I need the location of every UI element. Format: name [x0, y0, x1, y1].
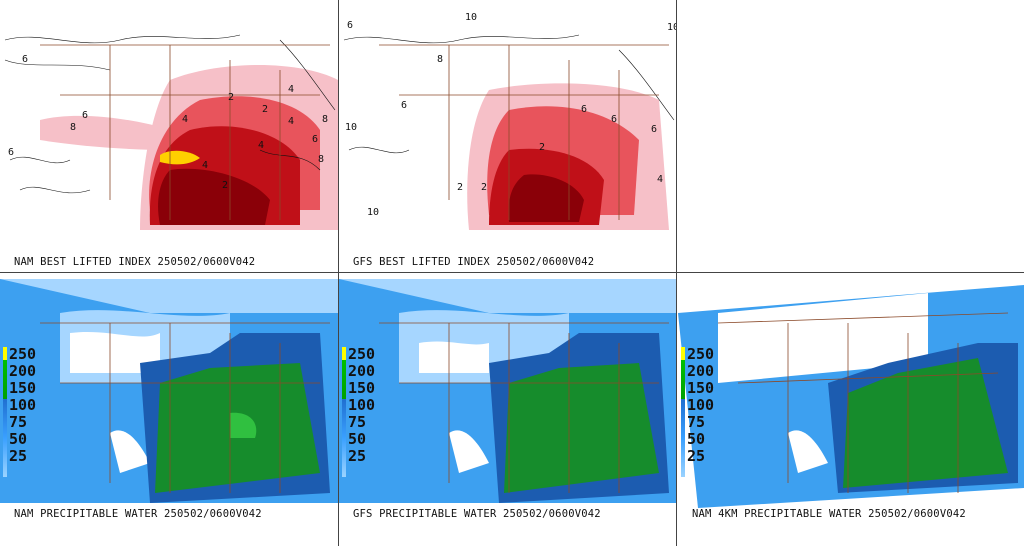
contour-label: 4	[288, 84, 294, 95]
contour-label: 2	[481, 182, 487, 193]
legend-label: 100	[9, 396, 37, 414]
nam-li-caption: NAM BEST LIFTED INDEX 250502/0600V042	[14, 256, 256, 268]
contour-label: 8	[437, 54, 443, 65]
legend-label: 200	[687, 362, 715, 380]
nam-pw-map	[0, 279, 338, 503]
legend-label: 25	[687, 447, 706, 465]
gfs-pw-map	[339, 279, 677, 503]
legend-label: 150	[9, 379, 37, 397]
gfs-pw-panel: 250 200 150 100 75 50 25 GFS PRECIPITABL…	[339, 273, 677, 546]
contour-label: 4	[288, 116, 294, 127]
legend-label: 50	[687, 430, 706, 448]
legend-label: 75	[348, 413, 367, 431]
legend-label: 75	[687, 413, 706, 431]
legend-label: 100	[348, 396, 376, 414]
contour-label: 4	[657, 174, 663, 185]
contour-label: 4	[258, 140, 264, 151]
nam4k-pw-caption: NAM 4KM PRECIPITABLE WATER 250502/0600V0…	[692, 508, 966, 520]
contour-label: 2	[539, 142, 545, 153]
divider-horizontal	[0, 272, 1024, 273]
legend-label: 200	[9, 362, 37, 380]
legend-label: 200	[348, 362, 376, 380]
gfs-lifted-index-panel: 6 10 8 6 10 10 2 6 10 6 6 2 2 4 GFS BEST LIFTED INDEX…	[339, 0, 677, 272]
contour-label: 2	[228, 92, 234, 103]
contour-label: 6	[347, 20, 353, 31]
gfs-li-caption: GFS BEST LIFTED INDEX 250502/0600V042	[353, 256, 595, 268]
contour-label: 6	[611, 114, 617, 125]
contour-label: 4	[202, 160, 208, 171]
nam4k-pw-panel: 250 200 150 100 75 50 25 NAM 4KM PRECIPI…	[678, 273, 1024, 546]
legend-label: 100	[687, 396, 715, 414]
contour-label: 2	[457, 182, 463, 193]
contour-label: 6	[651, 124, 657, 135]
nam-pw-caption: NAM PRECIPITABLE WATER 250502/0600V042	[14, 508, 262, 520]
contour-label: 10	[465, 12, 477, 23]
legend-label: 150	[687, 379, 715, 397]
contour-label: 10	[667, 22, 677, 33]
legend-label: 75	[9, 413, 28, 431]
legend-label: 25	[9, 447, 28, 465]
contour-label: 10	[367, 207, 379, 218]
contour-label: 8	[70, 122, 76, 133]
contour-label: 4	[182, 114, 188, 125]
divider-vertical-left	[338, 0, 339, 546]
legend-label: 50	[9, 430, 28, 448]
contour-label: 6	[22, 54, 28, 65]
contour-label: 2	[222, 180, 228, 191]
nam-pw-panel: 250 200 150 100 75 50 25 NAM PRECIPITABL…	[0, 273, 338, 546]
nam4k-pw-legend-bar	[681, 347, 685, 477]
contour-label: 6	[82, 110, 88, 121]
legend-label: 250	[348, 345, 376, 363]
contour-label: 10	[345, 122, 357, 133]
contour-label: 6	[8, 147, 14, 158]
gfs-pw-caption: GFS PRECIPITABLE WATER 250502/0600V042	[353, 508, 601, 520]
legend-label: 250	[9, 345, 37, 363]
divider-vertical-right	[676, 0, 677, 546]
legend-label: 25	[348, 447, 367, 465]
contour-label: 6	[401, 100, 407, 111]
legend-label: 150	[348, 379, 376, 397]
nam-pw-legend-bar	[3, 347, 7, 477]
gfs-lifted-index-map: 6 10 8 6 10 10 2 6 10 6 6 2 2 4	[343, 12, 677, 230]
legend-label: 50	[348, 430, 367, 448]
contour-label: 8	[322, 114, 328, 125]
contour-label: 2	[262, 104, 268, 115]
nam4k-pw-map	[678, 285, 1024, 508]
contour-label: 6	[581, 104, 587, 115]
contour-label: 8	[318, 154, 324, 165]
contour-label: 6	[312, 134, 318, 145]
gfs-pw-legend-bar	[342, 347, 346, 477]
legend-label: 250	[687, 345, 715, 363]
